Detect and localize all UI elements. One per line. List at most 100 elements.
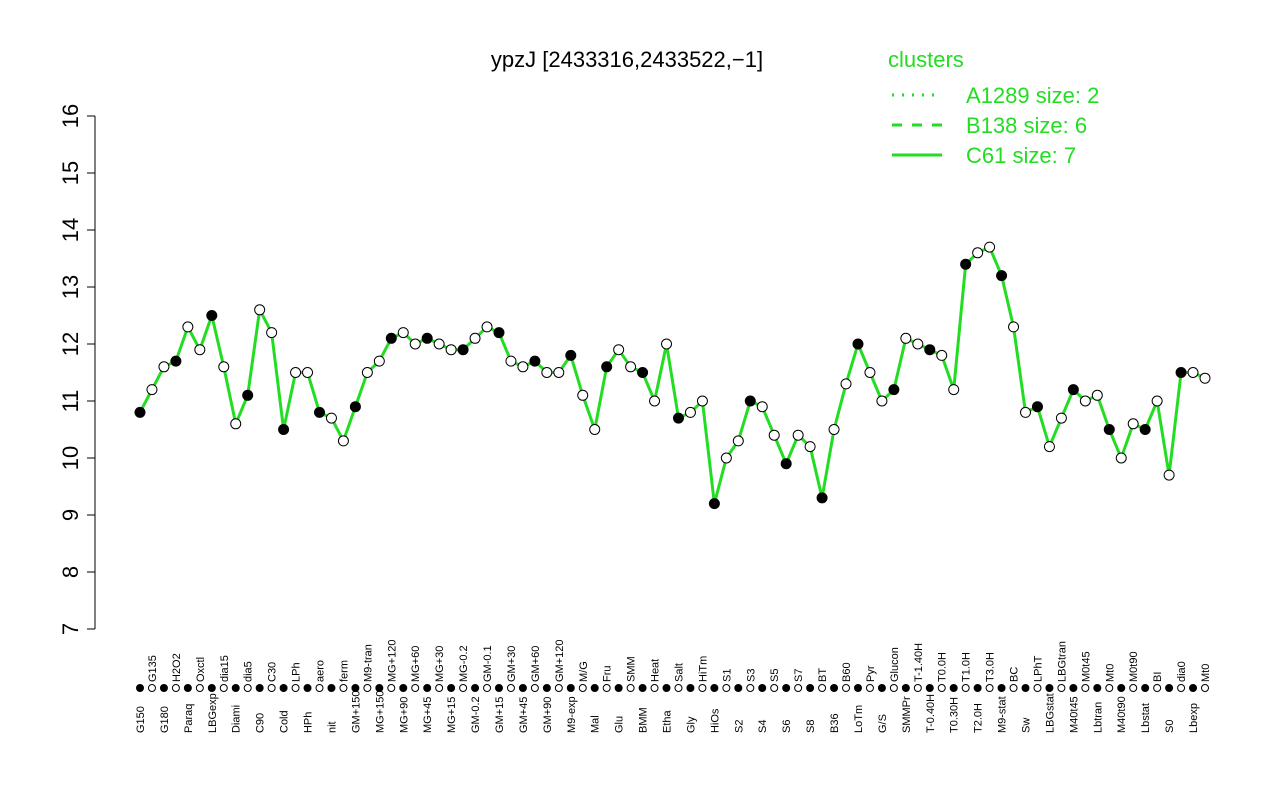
category-dot <box>363 684 372 692</box>
x-tick-label: Paraq <box>183 704 195 733</box>
category-dot <box>614 684 623 692</box>
category-dot <box>1177 684 1186 692</box>
legend-title: clusters <box>888 47 964 72</box>
y-tick-label: 14 <box>58 218 83 242</box>
category-dot <box>674 684 683 692</box>
data-point <box>708 498 720 510</box>
x-tick-label: S7 <box>793 669 805 682</box>
x-tick-label: MG+60 <box>410 646 422 682</box>
category-dot <box>542 684 551 692</box>
category-dot <box>925 684 934 692</box>
data-point <box>457 344 469 356</box>
data-point <box>960 258 972 270</box>
category-dot <box>770 684 779 692</box>
data-point <box>876 395 888 407</box>
x-tick-label: GM+30 <box>506 646 518 682</box>
x-tick-label: aero <box>314 660 326 682</box>
category-dot <box>159 684 168 692</box>
data-point <box>170 355 182 367</box>
data-point <box>768 429 780 441</box>
category-dot <box>961 684 970 692</box>
data-point <box>1055 412 1067 424</box>
x-tick-label: S5 <box>769 669 781 682</box>
data-point <box>1151 395 1163 407</box>
data-point <box>637 367 649 378</box>
x-tick-label: HiOs <box>709 708 721 733</box>
category-dot <box>530 684 539 692</box>
category-dot <box>387 684 396 692</box>
data-point <box>266 327 278 339</box>
x-tick-label: Gly <box>685 716 697 733</box>
category-dot <box>136 684 144 692</box>
data-point <box>601 361 613 373</box>
data-point <box>816 492 828 504</box>
x-tick-label: M9-tran <box>362 644 374 682</box>
category-dot <box>758 684 767 692</box>
category-dot <box>1081 684 1090 692</box>
data-point <box>469 332 481 344</box>
x-tick-label: BMM <box>638 707 650 733</box>
category-dot <box>889 684 898 692</box>
data-point <box>505 355 517 367</box>
category-dot <box>1021 684 1030 692</box>
category-dot <box>1033 684 1042 692</box>
category-dot <box>1141 684 1150 692</box>
category-dot <box>303 684 312 692</box>
x-tick-label: nit <box>326 721 338 733</box>
category-dot <box>806 684 815 692</box>
data-point <box>349 401 361 413</box>
data-point <box>661 338 673 350</box>
x-tick-label: dia15 <box>219 655 231 682</box>
x-tick-label: Glu <box>614 716 626 733</box>
category-dot <box>602 684 611 692</box>
y-tick-label: 9 <box>58 509 83 521</box>
category-dot <box>339 684 348 692</box>
category-dot <box>638 684 647 692</box>
category-dot <box>1129 684 1138 692</box>
x-tick-label: GM+15 <box>494 697 506 733</box>
data-point <box>1115 452 1127 464</box>
category-dot <box>1201 684 1209 692</box>
category-dot <box>1009 684 1018 692</box>
data-point <box>565 349 577 361</box>
data-point <box>613 344 625 356</box>
data-point <box>445 344 457 356</box>
x-tick-label: Mt0 <box>1104 664 1116 682</box>
category-dot <box>291 684 300 692</box>
x-tick-label: Mal <box>590 715 602 733</box>
data-point <box>373 355 385 367</box>
x-tick-label: C30 <box>267 662 279 682</box>
x-tick-label: M40t90 <box>1116 696 1128 733</box>
x-tick-label: H2O2 <box>171 653 183 682</box>
category-dot <box>375 684 384 692</box>
x-tick-label: GM+60 <box>530 646 542 682</box>
category-dot <box>435 684 444 692</box>
data-point <box>182 321 194 333</box>
data-point <box>780 458 792 470</box>
category-dot <box>506 684 515 692</box>
category-dot <box>315 684 324 692</box>
data-point <box>541 367 553 378</box>
data-point <box>589 424 601 435</box>
data-point <box>840 378 852 390</box>
data-point <box>912 338 924 350</box>
data-point <box>517 361 529 373</box>
x-tick-label: Salt <box>673 663 685 682</box>
category-dot <box>411 684 420 692</box>
data-point <box>134 406 146 418</box>
x-tick-label: S8 <box>805 720 817 733</box>
data-point <box>409 338 421 350</box>
data-point <box>804 441 816 453</box>
category-dot <box>423 684 432 692</box>
data-point <box>313 406 325 418</box>
category-dot <box>853 684 862 692</box>
data-point <box>1127 418 1139 430</box>
data-point <box>529 355 541 367</box>
x-tick-label: LoTm <box>853 705 865 733</box>
data-point <box>337 435 349 447</box>
data-point <box>1079 395 1091 407</box>
x-tick-label: LPh <box>291 662 303 682</box>
x-tick-label: M9-stat <box>997 696 1009 733</box>
x-tick-label: S3 <box>745 669 757 682</box>
category-dot <box>782 684 791 692</box>
